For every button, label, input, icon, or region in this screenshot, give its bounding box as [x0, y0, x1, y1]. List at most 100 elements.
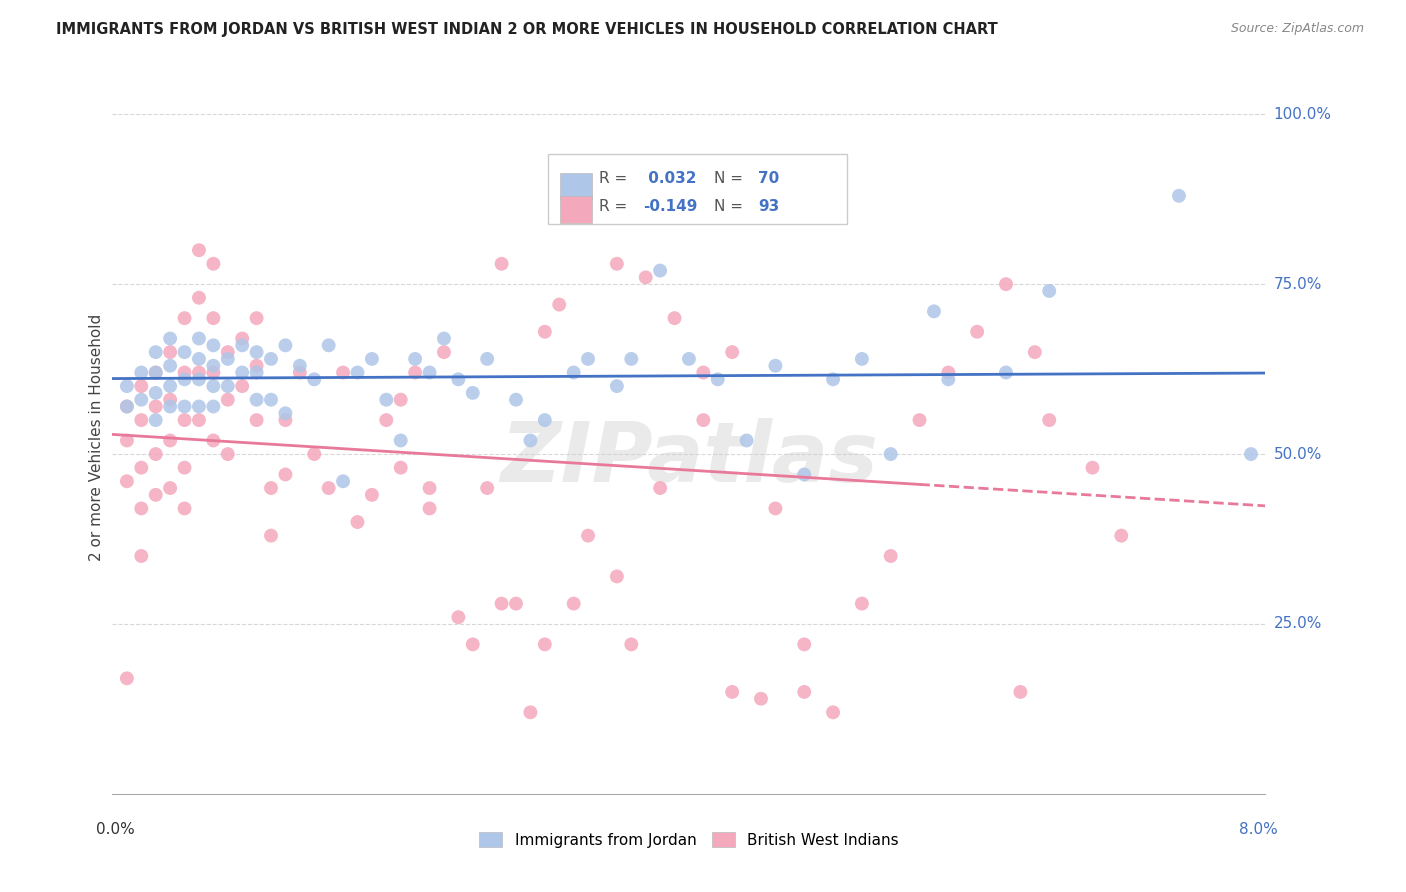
Point	[246, 366, 269, 380]
Point	[360, 351, 382, 366]
Point	[620, 351, 643, 366]
Point	[188, 366, 211, 380]
Point	[332, 475, 354, 489]
Point	[188, 291, 211, 305]
FancyBboxPatch shape	[560, 195, 592, 223]
Point	[217, 379, 239, 393]
Point	[389, 460, 412, 475]
Point	[404, 366, 426, 380]
Point	[519, 706, 541, 720]
Y-axis label: 2 or more Vehicles in Household: 2 or more Vehicles in Household	[89, 313, 104, 561]
Point	[678, 351, 700, 366]
Point	[274, 467, 297, 482]
Point	[159, 392, 181, 407]
Point	[404, 351, 426, 366]
Point	[908, 413, 931, 427]
Point	[173, 460, 195, 475]
Point	[995, 366, 1018, 380]
Point	[1240, 447, 1263, 461]
Point	[1010, 685, 1032, 699]
Point	[145, 413, 167, 427]
Point	[304, 372, 326, 386]
Point	[274, 406, 297, 420]
Text: N =: N =	[714, 199, 744, 213]
Point	[260, 528, 283, 542]
Point	[606, 569, 628, 583]
Point	[288, 359, 311, 373]
Point	[360, 488, 382, 502]
Point	[707, 372, 730, 386]
Point	[735, 434, 758, 448]
Point	[433, 345, 456, 359]
Point	[217, 447, 239, 461]
Point	[533, 413, 555, 427]
Text: 70: 70	[758, 171, 779, 186]
Point	[880, 549, 903, 563]
Point	[246, 311, 269, 326]
Point	[389, 392, 412, 407]
Point	[246, 392, 269, 407]
Point	[145, 447, 167, 461]
FancyBboxPatch shape	[548, 153, 846, 225]
Point	[966, 325, 988, 339]
Point	[880, 447, 903, 461]
Point	[129, 392, 153, 407]
Point	[419, 501, 441, 516]
Point	[188, 400, 211, 414]
Point	[606, 379, 628, 393]
Point	[159, 400, 181, 414]
Text: 100.0%: 100.0%	[1274, 107, 1331, 122]
Point	[115, 400, 138, 414]
Point	[318, 338, 340, 352]
Point	[202, 434, 225, 448]
Point	[129, 413, 153, 427]
Point	[115, 379, 138, 393]
Point	[938, 372, 960, 386]
Point	[274, 338, 297, 352]
Point	[346, 515, 368, 529]
Point	[202, 400, 225, 414]
Point	[173, 413, 195, 427]
Point	[231, 332, 253, 346]
FancyBboxPatch shape	[560, 173, 592, 200]
Point	[375, 413, 398, 427]
Point	[1167, 189, 1189, 203]
Point	[188, 351, 211, 366]
Point	[173, 311, 195, 326]
Point	[173, 400, 195, 414]
Point	[145, 488, 167, 502]
Point	[1038, 284, 1060, 298]
Point	[217, 345, 239, 359]
Point	[115, 400, 138, 414]
Point	[664, 311, 686, 326]
Point	[461, 385, 484, 400]
Point	[765, 501, 787, 516]
Point	[246, 359, 269, 373]
Point	[217, 351, 239, 366]
Point	[129, 501, 153, 516]
Point	[231, 338, 253, 352]
Text: 8.0%: 8.0%	[1239, 822, 1278, 837]
Point	[793, 467, 815, 482]
Point	[562, 597, 585, 611]
Point	[260, 351, 283, 366]
Point	[938, 366, 960, 380]
Text: 25.0%: 25.0%	[1274, 616, 1322, 632]
Point	[648, 481, 672, 495]
Point	[202, 257, 225, 271]
Point	[749, 691, 772, 706]
Point	[505, 597, 527, 611]
Point	[173, 345, 195, 359]
Point	[793, 685, 815, 699]
Legend: Immigrants from Jordan, British West Indians: Immigrants from Jordan, British West Ind…	[474, 826, 904, 854]
Point	[260, 481, 283, 495]
Point	[202, 311, 225, 326]
Point	[533, 637, 555, 651]
Point	[765, 359, 787, 373]
Text: N =: N =	[714, 171, 744, 186]
Point	[159, 359, 181, 373]
Point	[548, 297, 571, 311]
Point	[129, 460, 153, 475]
Text: IMMIGRANTS FROM JORDAN VS BRITISH WEST INDIAN 2 OR MORE VEHICLES IN HOUSEHOLD CO: IMMIGRANTS FROM JORDAN VS BRITISH WEST I…	[56, 22, 998, 37]
Point	[145, 385, 167, 400]
